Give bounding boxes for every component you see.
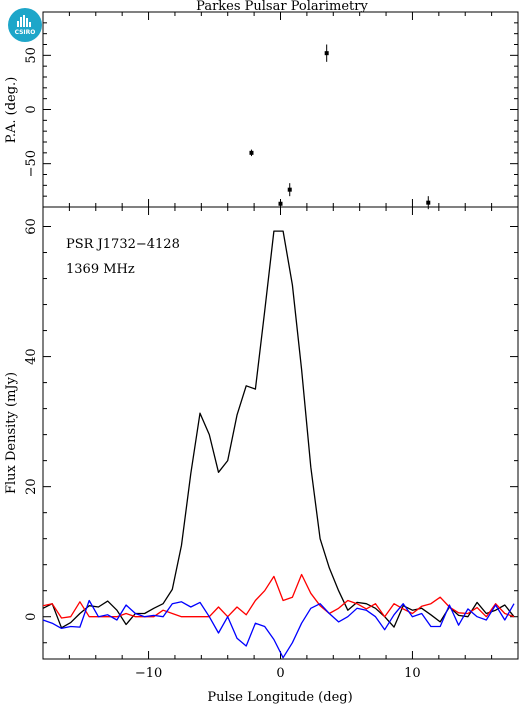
flux-y-tick-label: 40 xyxy=(24,348,39,365)
flux-y-tick-label: 60 xyxy=(24,218,39,235)
logo-text: CSIRO xyxy=(14,29,36,36)
flux-ylabel: Flux Density (mJy) xyxy=(4,372,19,494)
pa-y-tick-label: −50 xyxy=(24,150,39,177)
chart-title: Parkes Pulsar Polarimetry xyxy=(196,0,368,14)
flux-y-tick-label: 0 xyxy=(24,613,39,621)
pa-axis-ticks: −50 0 50 xyxy=(24,12,519,207)
csiro-logo: CSIRO xyxy=(8,8,42,42)
x-tick-label: 10 xyxy=(404,666,421,681)
flux-series xyxy=(42,230,515,659)
flux-y-tick-label: 20 xyxy=(24,478,39,495)
pa-point xyxy=(249,150,254,155)
x-tick-label: 0 xyxy=(276,666,284,681)
pulsar-name-annotation: PSR J1732−4128 xyxy=(66,237,180,252)
pa-point xyxy=(278,201,283,206)
pa-point xyxy=(426,200,431,205)
flux-axis-ticks: −10 0 10 0 20 40 60 xyxy=(24,207,519,681)
pa-y-tick-label: 0 xyxy=(24,105,39,113)
pa-point xyxy=(324,51,329,56)
pa-panel-frame xyxy=(42,11,519,208)
flux-series-line-1 xyxy=(42,573,515,619)
pa-point xyxy=(287,187,292,192)
flux-series-line-0 xyxy=(42,230,515,629)
pa-ylabel: P.A. (deg.) xyxy=(4,77,19,144)
pa-y-tick-label: 50 xyxy=(24,47,39,64)
x-tick-label: −10 xyxy=(135,666,162,681)
frequency-annotation: 1369 MHz xyxy=(66,262,135,277)
pa-points xyxy=(249,44,431,210)
x-axis-label: Pulse Longitude (deg) xyxy=(207,690,352,705)
logo-bars-icon xyxy=(17,15,33,27)
flux-series-line-2 xyxy=(42,599,515,659)
